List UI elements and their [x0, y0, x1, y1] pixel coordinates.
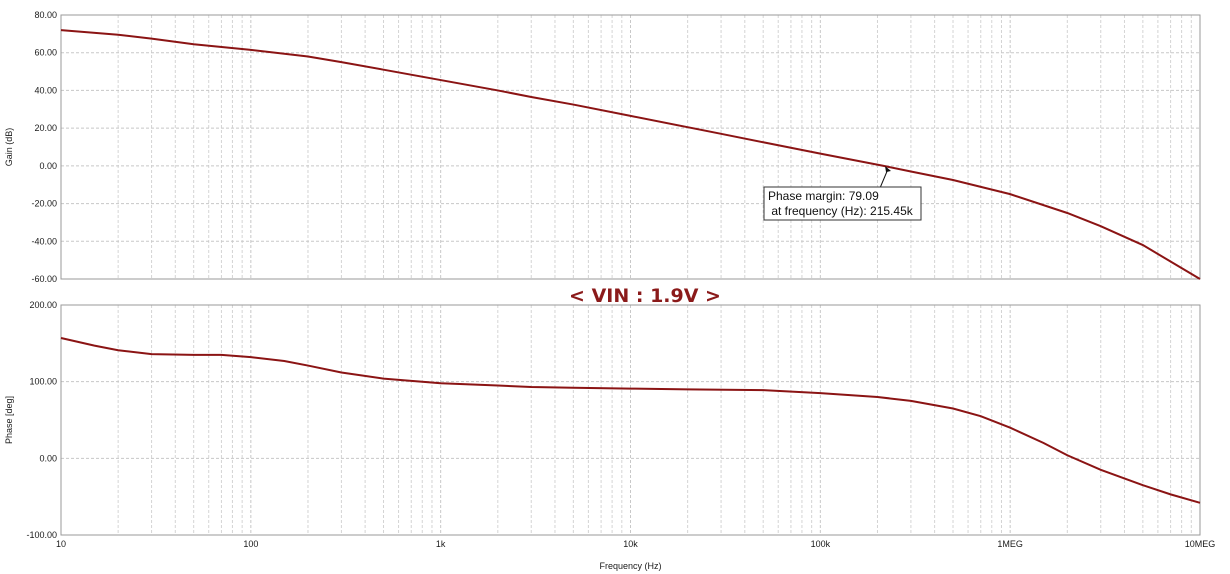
gain-series-line	[60, 29, 1201, 280]
crossover-frequency-text: at frequency (Hz): 215.45k	[768, 204, 914, 218]
x-tick-label: 10k	[623, 539, 638, 549]
annotation-leader-line	[879, 168, 889, 189]
phase-margin-text: Phase margin: 79.09	[768, 189, 879, 203]
y-tick-label: 60.00	[34, 48, 57, 58]
plot-frame	[60, 304, 1201, 536]
y-tick-label: 0.00	[39, 161, 57, 171]
vin-banner: < VIN : 1.9V >	[569, 285, 721, 307]
phase-series-line	[60, 336, 1201, 504]
gain-plot: 80.00 60.00 40.00 20.00 0.00 -20.00 -40.00 -60.…	[4, 10, 1201, 284]
y-tick-label: -40.00	[31, 236, 57, 246]
phase-plot: 10 100 1k 10k 100k 1MEG 10MEG 200.00 100.00 0.00 -…	[4, 300, 1215, 571]
y-tick-label: -60.00	[31, 274, 57, 284]
annotation-box	[763, 186, 922, 221]
annotation-arrowhead	[885, 166, 891, 172]
y-tick-label: 80.00	[34, 10, 57, 20]
plot-frame	[60, 14, 1201, 280]
x-tick-label: 100	[243, 539, 258, 549]
y-tick-label: 200.00	[29, 300, 57, 310]
x-tick-label: 1MEG	[997, 539, 1023, 549]
y-tick-label: 100.00	[29, 377, 57, 387]
y-tick-label: 40.00	[34, 85, 57, 95]
x-tick-label: 10	[56, 539, 66, 549]
y-tick-label: 0.00	[39, 453, 57, 463]
y-tick-label: -20.00	[31, 199, 57, 209]
x-tick-label: 10MEG	[1185, 539, 1216, 549]
x-tick-label: 100k	[811, 539, 831, 549]
x-axis-label: Frequency (Hz)	[599, 561, 661, 571]
y-tick-label: -100.00	[26, 530, 57, 540]
phase-margin-annotation: Phase margin: 79.09 at frequency (Hz): 2…	[763, 166, 922, 221]
y-axis-label: Phase [deg]	[4, 396, 14, 444]
y-tick-label: 20.00	[34, 123, 57, 133]
x-tick-label: 1k	[436, 539, 446, 549]
y-axis-label: Gain (dB)	[4, 128, 14, 167]
